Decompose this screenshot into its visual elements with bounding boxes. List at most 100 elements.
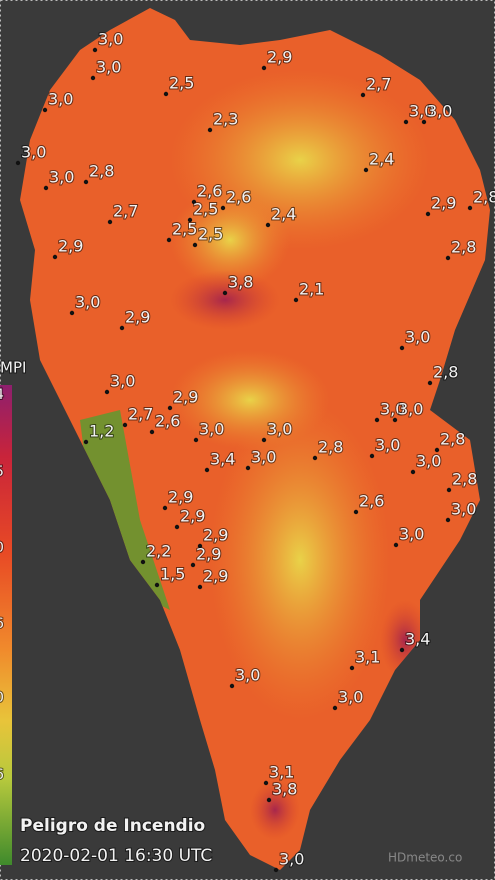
- point-dot: [204, 467, 210, 473]
- legend-tick: 6: [0, 767, 4, 783]
- point-label: 2,5: [172, 220, 197, 239]
- point-dot: [360, 92, 366, 98]
- point-dot: [263, 780, 269, 786]
- point-label: 3,0: [416, 452, 441, 471]
- point-label: 2,8: [318, 438, 343, 457]
- point-label: 2,8: [452, 470, 477, 489]
- point-label: 1,2: [89, 422, 114, 441]
- legend-tick: 6: [0, 616, 4, 632]
- point-dot: [363, 167, 369, 173]
- point-dot: [445, 255, 451, 261]
- point-label: 2,9: [180, 507, 205, 526]
- caption-time: 2020-02-01 16:30 UTC: [20, 846, 212, 866]
- point-label: 2,5: [198, 225, 223, 244]
- point-dot: [207, 127, 213, 133]
- watermark: HDmeteo.co: [388, 851, 462, 865]
- point-dot: [140, 559, 146, 565]
- point-dot: [192, 242, 198, 248]
- point-dot: [261, 65, 267, 71]
- point-dot: [43, 185, 49, 191]
- point-label: 2,8: [440, 430, 465, 449]
- point-dot: [369, 453, 375, 459]
- point-label: 2,7: [366, 75, 391, 94]
- point-label: 2,9: [196, 545, 221, 564]
- point-label: 2,9: [125, 308, 150, 327]
- point-dot: [332, 705, 338, 711]
- point-label: 3,0: [380, 400, 405, 419]
- point-dot: [107, 219, 113, 225]
- point-label: 3,0: [375, 436, 400, 455]
- point-dot: [122, 422, 128, 428]
- point-dot: [222, 290, 228, 296]
- point-dot: [349, 665, 355, 671]
- point-label: 3,0: [235, 666, 260, 685]
- point-dot: [83, 179, 89, 185]
- point-dot: [399, 345, 405, 351]
- point-dot: [353, 509, 359, 515]
- point-label: 3,0: [49, 168, 74, 187]
- point-label: 3,0: [279, 850, 304, 869]
- point-dot: [312, 455, 318, 461]
- point-dot: [154, 582, 160, 588]
- point-label: 3,0: [399, 525, 424, 544]
- point-label: 3,0: [427, 102, 452, 121]
- point-label: 3,0: [199, 420, 224, 439]
- point-label: 3,0: [409, 102, 434, 121]
- point-label: 2,5: [193, 200, 218, 219]
- point-dot: [191, 199, 197, 205]
- point-label: 2,9: [203, 567, 228, 586]
- point-label: 3,8: [272, 780, 297, 799]
- point-dot: [425, 211, 431, 217]
- point-label: 2,9: [58, 237, 83, 256]
- point-dot: [399, 647, 405, 653]
- legend-tick: 4: [0, 387, 4, 403]
- point-dot: [119, 325, 125, 331]
- point-label: 3,0: [48, 90, 73, 109]
- legend-bar: [0, 385, 12, 865]
- point-dot: [421, 119, 427, 125]
- point-label: 2,4: [369, 150, 394, 169]
- point-label: 3,0: [251, 448, 276, 467]
- point-dot: [167, 405, 173, 411]
- point-label: 3,0: [110, 372, 135, 391]
- point-dot: [467, 205, 473, 211]
- point-dot: [15, 160, 21, 166]
- point-label: 3,0: [75, 293, 100, 312]
- point-label: 2,8: [451, 238, 476, 257]
- point-label: 2,6: [155, 412, 180, 431]
- point-label: 3,1: [269, 763, 294, 782]
- point-dot: [427, 380, 433, 386]
- point-dot: [229, 683, 235, 689]
- point-label: 2,5: [169, 74, 194, 93]
- point-label: 2,6: [226, 188, 251, 207]
- point-label: 2,9: [173, 388, 198, 407]
- point-dot: [220, 205, 226, 211]
- point-dot: [197, 584, 203, 590]
- point-label: 2,4: [271, 205, 296, 224]
- point-label: 3,0: [267, 420, 292, 439]
- point-dot: [187, 217, 193, 223]
- point-label: 3,0: [21, 143, 46, 162]
- point-label: 2,7: [113, 202, 138, 221]
- point-dot: [392, 417, 398, 423]
- point-dot: [174, 524, 180, 530]
- point-label: 2,3: [213, 110, 238, 129]
- point-dot: [92, 47, 98, 53]
- point-label: 3,0: [405, 328, 430, 347]
- point-dot: [245, 465, 251, 471]
- point-label: 2,1: [299, 280, 324, 299]
- point-dot: [149, 429, 155, 435]
- point-label: 3,0: [98, 30, 123, 49]
- point-label: 2,8: [473, 188, 495, 207]
- point-label: 2,9: [267, 48, 292, 67]
- point-dot: [52, 254, 58, 260]
- legend-title: MPI: [0, 359, 26, 377]
- point-dot: [190, 562, 196, 568]
- point-dot: [162, 505, 168, 511]
- point-dot: [193, 437, 199, 443]
- point-label: 3,4: [210, 450, 235, 469]
- point-dot: [265, 222, 271, 228]
- legend-tick: 5: [0, 464, 4, 480]
- point-label: 2,6: [359, 492, 384, 511]
